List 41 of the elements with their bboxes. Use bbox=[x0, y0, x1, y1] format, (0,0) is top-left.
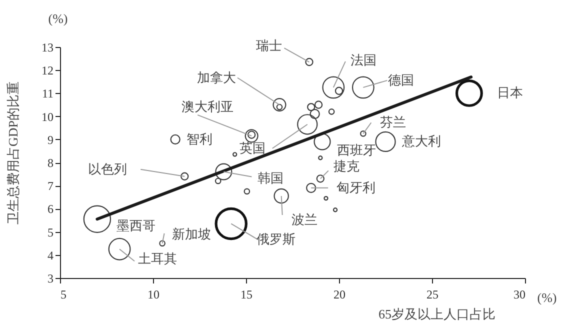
y-tick-label: 8 bbox=[48, 156, 54, 170]
y-tick-label: 4 bbox=[48, 248, 54, 262]
y-tick-label: 7 bbox=[48, 179, 54, 194]
annotation: 新加坡 bbox=[172, 226, 211, 242]
annotation: 加拿大 bbox=[196, 70, 236, 85]
annotation: 法国 bbox=[350, 52, 376, 68]
y-axis-title: 卫生总费用占GDP的比重 bbox=[6, 81, 20, 225]
annotation: 匈牙利 bbox=[336, 180, 376, 195]
x-tick-label: 25 bbox=[426, 288, 438, 302]
annotation: 芬兰 bbox=[380, 114, 406, 130]
y-tick-label: 5 bbox=[48, 225, 54, 240]
annotation: 捷克 bbox=[333, 158, 360, 174]
annotation: 意大利 bbox=[401, 134, 441, 149]
y-tick-label: 13 bbox=[42, 40, 54, 54]
annotation: 韩国 bbox=[258, 170, 284, 186]
annotation: 瑞士 bbox=[256, 38, 282, 54]
annotation: 澳大利亚 bbox=[182, 98, 234, 114]
x-tick-label: 10 bbox=[148, 288, 160, 302]
x-tick-label: 5 bbox=[60, 288, 66, 302]
annotation: 波兰 bbox=[291, 212, 318, 227]
annotation: 以色列 bbox=[88, 161, 128, 176]
y-tick-label: 3 bbox=[48, 272, 54, 286]
annotation: 英国 bbox=[239, 140, 266, 156]
annotation: 智利 bbox=[186, 131, 212, 146]
y-tick-label: 9 bbox=[48, 132, 54, 147]
annotation: 俄罗斯 bbox=[256, 232, 296, 247]
text: (%) bbox=[48, 11, 68, 26]
y-tick-label: 10 bbox=[42, 110, 54, 124]
annotation: 土耳其 bbox=[138, 251, 178, 266]
annotation: 日本 bbox=[497, 85, 524, 100]
x-tick-label: 30 bbox=[514, 288, 526, 302]
y-tick-label: 6 bbox=[48, 202, 54, 216]
annotation: 西班牙 bbox=[336, 142, 376, 158]
x-axis-title: 65岁及以上人口占比 bbox=[378, 306, 496, 322]
text: (%) bbox=[537, 290, 557, 305]
y-tick-label: 11 bbox=[42, 86, 54, 101]
annotation: 德国 bbox=[388, 72, 414, 88]
annotation: 墨西哥 bbox=[116, 218, 156, 234]
y-tick-label: 12 bbox=[42, 64, 54, 78]
x-tick-label: 20 bbox=[334, 288, 346, 302]
x-tick-label: 15 bbox=[240, 288, 252, 302]
